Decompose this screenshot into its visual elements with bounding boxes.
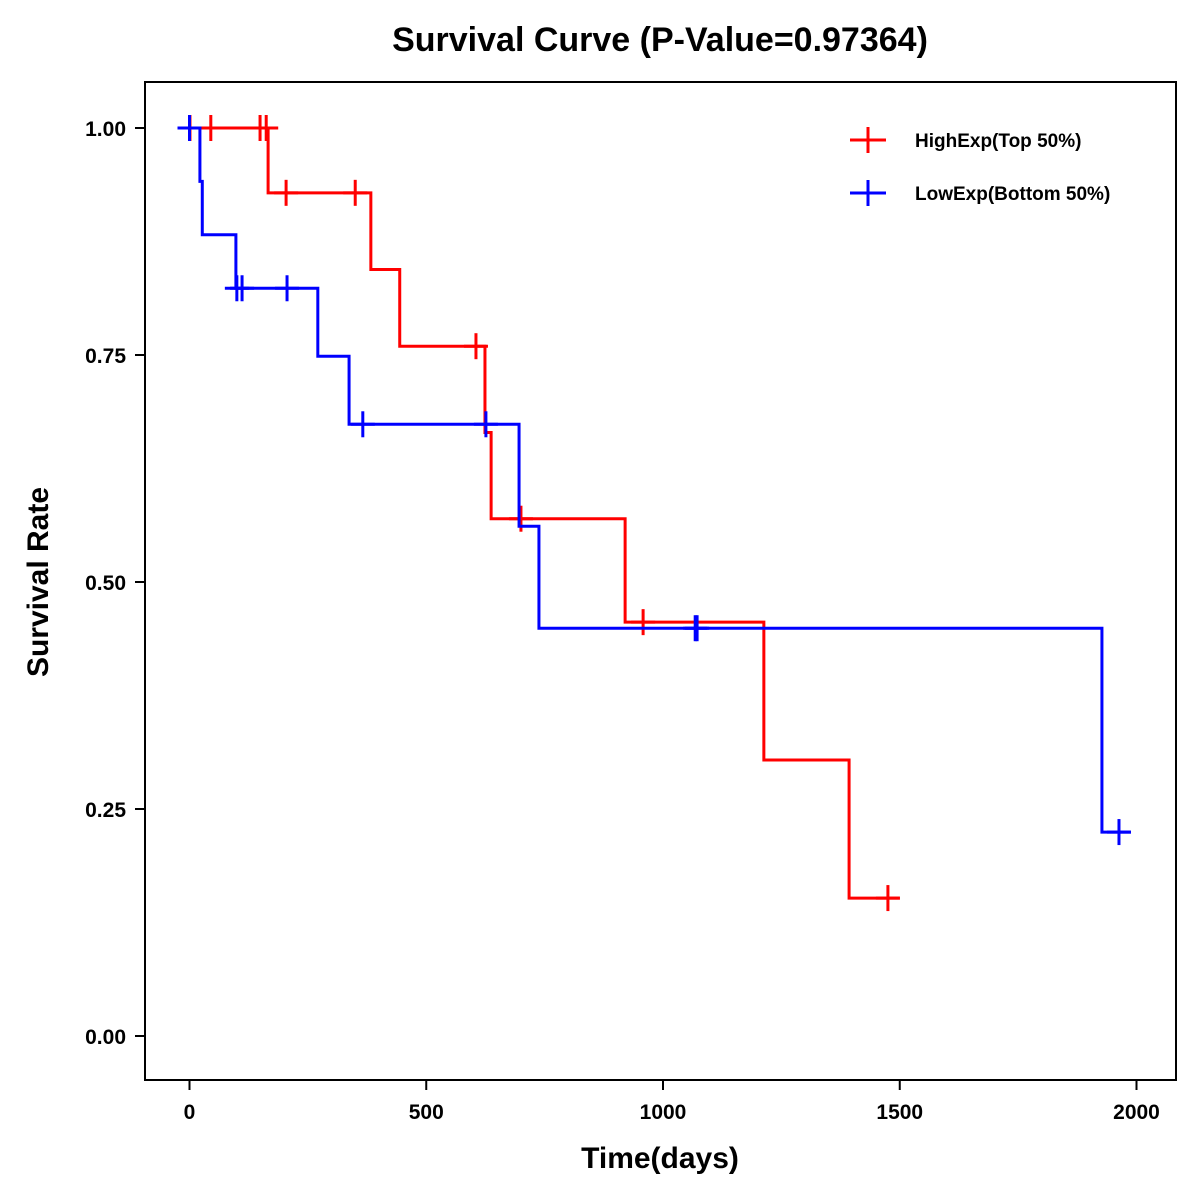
- series-lowexp: [177, 115, 1131, 846]
- series-layer: [177, 115, 1131, 912]
- censor-mark: [875, 885, 900, 912]
- x-tick-label: 0: [184, 1101, 196, 1124]
- x-tick-label: 500: [409, 1101, 444, 1124]
- x-tick-label: 2000: [1113, 1101, 1160, 1124]
- legend-item: LowExp(Bottom 50%): [850, 180, 1110, 206]
- y-axis-label: Survival Rate: [22, 487, 55, 677]
- censor-mark: [230, 275, 255, 302]
- censor-mark: [350, 411, 375, 438]
- censor-mark: [463, 333, 488, 360]
- x-tick-label: 1000: [640, 1101, 687, 1124]
- survival-step-line: [189, 126, 900, 900]
- x-axis: 0 500 1000 1500 2000: [184, 1080, 1160, 1124]
- censor-mark: [685, 615, 710, 642]
- x-tick-label: 1500: [876, 1101, 923, 1124]
- y-tick-label: 0.25: [85, 799, 126, 822]
- censor-mark: [177, 115, 202, 141]
- censor-mark: [343, 179, 368, 206]
- y-tick-label: 0.75: [85, 345, 126, 368]
- legend-label: LowExp(Bottom 50%): [915, 184, 1110, 205]
- x-axis-label: Time(days): [581, 1142, 739, 1175]
- censor-mark: [275, 275, 300, 302]
- y-tick-label: 0.00: [85, 1026, 126, 1049]
- censor-mark: [198, 115, 223, 141]
- y-tick-label: 1.00: [85, 118, 126, 141]
- censor-mark: [274, 179, 299, 206]
- survival-step-line: [184, 126, 1131, 834]
- chart-title: Survival Curve (P-Value=0.97364): [392, 21, 928, 59]
- legend-label: HighExp(Top 50%): [915, 131, 1081, 152]
- legend: HighExp(Top 50%) LowExp(Bottom 50%): [850, 127, 1110, 206]
- y-axis: 0.00 0.25 0.50 0.75 1.00: [85, 118, 145, 1049]
- censor-mark: [631, 609, 656, 636]
- y-tick-label: 0.50: [85, 572, 126, 595]
- censor-mark: [1106, 819, 1131, 846]
- plot-frame: [144, 81, 1177, 1081]
- legend-item: HighExp(Top 50%): [850, 127, 1081, 153]
- series-highexp: [177, 115, 900, 912]
- censor-mark: [254, 115, 279, 141]
- censor-mark: [473, 411, 498, 438]
- censor-mark: [508, 505, 533, 532]
